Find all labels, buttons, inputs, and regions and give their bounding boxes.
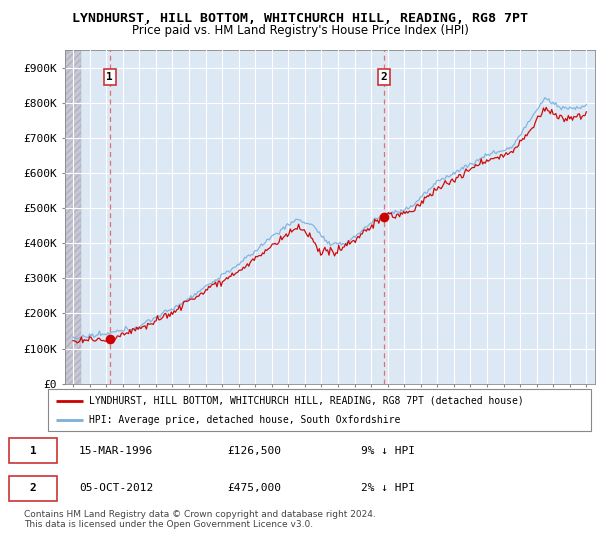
- FancyBboxPatch shape: [9, 438, 57, 464]
- Text: Price paid vs. HM Land Registry's House Price Index (HPI): Price paid vs. HM Land Registry's House …: [131, 24, 469, 37]
- Text: 05-OCT-2012: 05-OCT-2012: [79, 483, 153, 493]
- Text: £126,500: £126,500: [227, 446, 281, 456]
- Text: 2: 2: [380, 72, 387, 82]
- Bar: [65, 50, 82, 384]
- FancyBboxPatch shape: [9, 475, 57, 501]
- Text: Contains HM Land Registry data © Crown copyright and database right 2024.
This d: Contains HM Land Registry data © Crown c…: [24, 510, 376, 529]
- Text: LYNDHURST, HILL BOTTOM, WHITCHURCH HILL, READING, RG8 7PT (detached house): LYNDHURST, HILL BOTTOM, WHITCHURCH HILL,…: [89, 395, 523, 405]
- Text: LYNDHURST, HILL BOTTOM, WHITCHURCH HILL, READING, RG8 7PT: LYNDHURST, HILL BOTTOM, WHITCHURCH HILL,…: [72, 12, 528, 25]
- Text: 9% ↓ HPI: 9% ↓ HPI: [361, 446, 415, 456]
- FancyBboxPatch shape: [48, 389, 591, 431]
- Text: 2% ↓ HPI: 2% ↓ HPI: [361, 483, 415, 493]
- Text: 1: 1: [106, 72, 113, 82]
- Text: £475,000: £475,000: [227, 483, 281, 493]
- Text: 1: 1: [29, 446, 37, 456]
- Text: 15-MAR-1996: 15-MAR-1996: [79, 446, 153, 456]
- Bar: [65, 50, 82, 384]
- Text: HPI: Average price, detached house, South Oxfordshire: HPI: Average price, detached house, Sout…: [89, 415, 400, 425]
- Text: 2: 2: [29, 483, 37, 493]
